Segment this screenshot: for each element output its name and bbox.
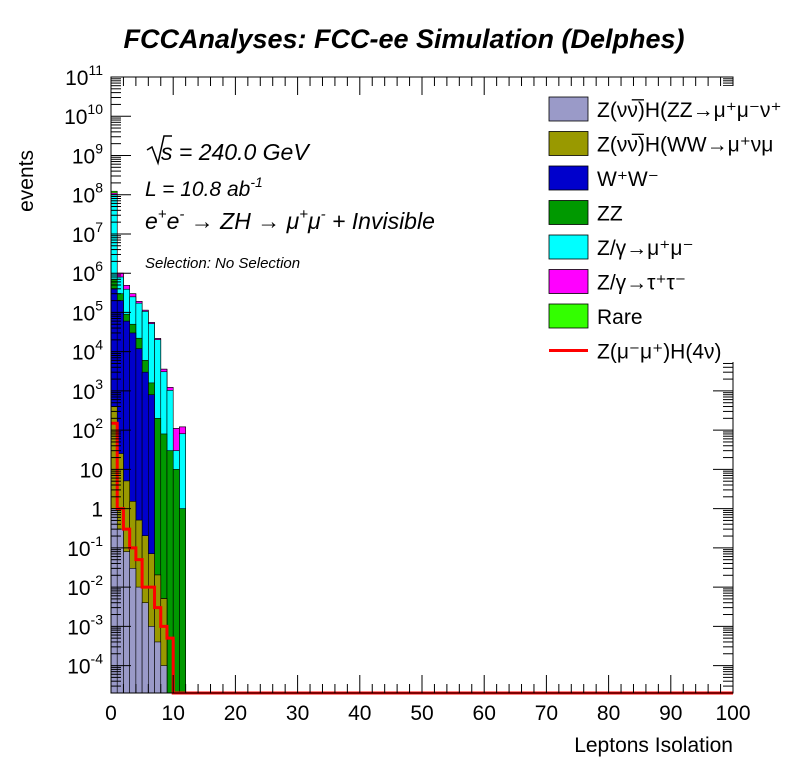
legend-label: Z(μ⁻μ⁺)H(4ν) (597, 341, 722, 364)
sqrt-symbol (146, 135, 172, 166)
x-tick-label: 90 (659, 702, 682, 725)
y-tick-label: 106 (72, 258, 103, 286)
y-tick-label: 102 (72, 415, 103, 443)
annotations: s = 240.0 GeV L = 10.8 ab-1 e+e- → ZH → … (145, 135, 435, 272)
legend-swatch (548, 96, 589, 122)
x-tick-label: 60 (473, 702, 496, 725)
y-tick-label: 103 (72, 376, 103, 404)
y-tick-label: 10-4 (67, 651, 103, 679)
legend-swatch (548, 303, 589, 329)
x-tick-label: 50 (410, 702, 433, 725)
legend-entry: W⁺W⁻ (548, 165, 659, 191)
x-tick-label: 100 (715, 702, 750, 725)
legend-entry: Z/γ→τ⁺τ⁻ (548, 269, 686, 295)
x-axis: 0 10 20 30 40 50 60 70 80 90 100 (105, 77, 751, 725)
selection-label: Selection: No Selection (145, 255, 300, 272)
y-tick-label: 105 (72, 297, 103, 325)
x-tick-label: 10 (162, 702, 185, 725)
legend-label: Z(νν̅)H(WW→μ⁺νμ (597, 134, 773, 157)
legend-entry: Z(μ⁻μ⁺)H(4ν) (549, 341, 722, 364)
x-tick-label: 0 (105, 702, 117, 725)
y-axis-label: events (15, 150, 38, 212)
y-tick-label: 109 (72, 140, 103, 168)
sqrt-s-label: s = 240.0 GeV (146, 135, 311, 166)
y-tick-label: 108 (72, 180, 103, 208)
x-tick-label: 80 (597, 702, 620, 725)
legend-entry: Z(νν̅)H(WW→μ⁺νμ (548, 131, 773, 157)
x-axis-label: Leptons Isolation (574, 734, 733, 757)
legend-label: Rare (597, 306, 643, 329)
legend-entry: Z(νν̅)H(ZZ→μ⁺μ⁻ν⁺ (548, 96, 782, 122)
bar (154, 641, 162, 694)
bar (148, 626, 155, 694)
x-tick-label: 40 (348, 702, 371, 725)
y-tick-label: 10 (80, 459, 103, 482)
sqrt-s-text: s = 240.0 GeV (161, 139, 311, 165)
legend-swatch (548, 200, 589, 225)
x-tick-label: 30 (286, 702, 309, 725)
legend-swatch (548, 165, 589, 191)
y-tick-label: 10-3 (67, 611, 103, 639)
legend-swatch (548, 234, 589, 260)
legend-entry: ZZ (548, 200, 623, 226)
chart-title: FCCAnalyses: FCC-ee Simulation (Delphes) (123, 24, 684, 54)
legend: Z(νν̅)H(ZZ→μ⁺μ⁻ν⁺ Z(νν̅)H(WW→μ⁺νμ W⁺W⁻ ZZ Z/… (545, 86, 796, 364)
y-tick-label: 1011 (65, 62, 103, 90)
legend-label: ZZ (597, 203, 623, 226)
legend-entry: Rare (548, 303, 643, 329)
y-tick-label: 1010 (64, 101, 103, 129)
x-tick-label: 70 (535, 702, 558, 725)
legend-label: W⁺W⁻ (597, 168, 659, 191)
bar (123, 551, 130, 694)
y-tick-label: 10-1 (67, 533, 103, 561)
legend-label: Z(νν̅)H(ZZ→μ⁺μ⁻ν⁺ (597, 99, 782, 122)
bar (141, 602, 149, 694)
legend-entry: Z/γ→μ⁺μ⁻ (548, 234, 694, 260)
legend-swatch (548, 269, 589, 294)
bar (179, 508, 186, 694)
legend-swatch (548, 131, 589, 156)
process-label: e+e- → ZH → μ+μ- + Invisible (145, 206, 435, 234)
bar (160, 665, 168, 694)
legend-label: Z/γ→μ⁺μ⁻ (597, 237, 694, 260)
x-tick-label: 20 (224, 702, 247, 725)
y-tick-label: 1 (91, 499, 103, 522)
y-tick-label: 107 (72, 219, 103, 247)
y-tick-label: 10-2 (67, 572, 103, 600)
luminosity-label: L = 10.8 ab-1 (145, 174, 263, 201)
legend-label: Z/γ→τ⁺τ⁻ (597, 272, 686, 295)
y-tick-label: 104 (72, 337, 103, 365)
bar (135, 586, 143, 694)
